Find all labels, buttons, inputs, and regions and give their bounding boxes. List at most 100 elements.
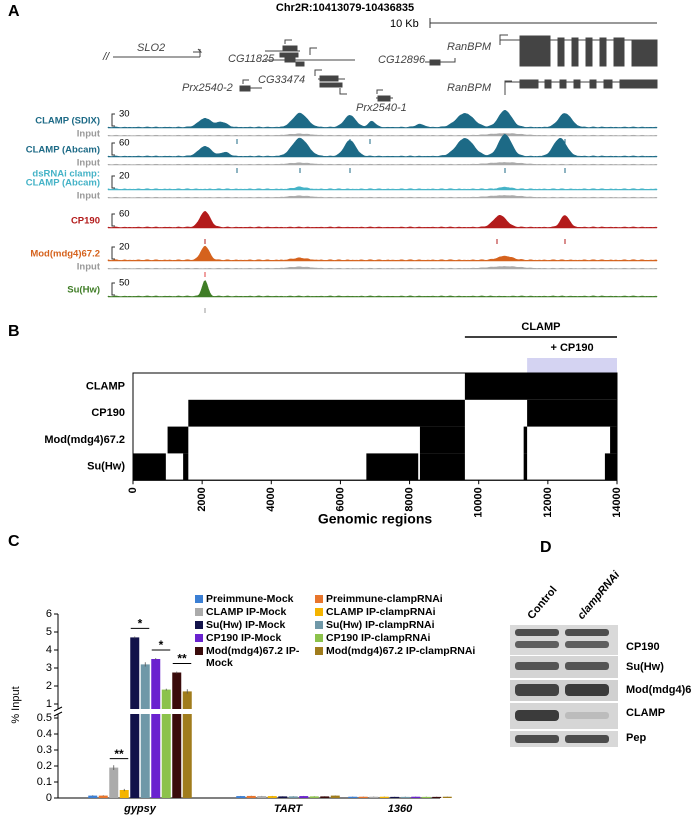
band-label: CP190 [626,641,660,653]
x-tick-label: 0 [127,487,139,493]
gene-label: CG33474 [258,74,305,86]
x-tick-label: 8000 [403,487,415,511]
x-tick-label: TART [274,803,304,815]
row-label: Mod(mdg4)67.2 [44,434,125,446]
x-tick-label: 4000 [265,487,277,511]
legend-label: CLAMP IP-clampRNAi [326,606,436,618]
gene-label: Prx2540-2 [182,82,233,94]
track-scale: 60 [119,209,130,220]
lane-label: Control [525,584,559,622]
segment [604,453,617,481]
gene-label: CG11825 [228,53,275,65]
track-bracket [111,282,115,296]
y-tick-label: 4 [46,644,52,656]
track-signal [107,211,658,229]
svg-text://: // [102,51,110,63]
bar [330,795,340,798]
track-bracket [111,246,115,260]
x-tick-label: 14000 [611,487,623,518]
track-label: CLAMP (SDIX) [35,116,100,127]
track-signal [107,110,658,129]
segment [419,426,465,454]
bar [379,796,389,798]
western-blot [510,625,618,747]
x-tick-label: 1360 [388,803,413,815]
track-signal [107,186,658,191]
scale-bar-label: 10 Kb [390,18,419,30]
scale-bar [429,18,657,28]
y-tick-label: 0.2 [37,760,52,772]
bar [236,796,246,798]
bar [299,796,309,798]
x-tick-label: gypsy [123,803,157,815]
track-label: CLAMP (Abcam) [26,145,100,156]
legend-item: Mod(mdg4)67.2 IP-Mock [195,645,315,669]
y-tick-label: 0.4 [37,728,52,740]
bar [172,672,182,798]
significance-label: * [159,638,164,652]
x-tick-label: 12000 [542,487,554,518]
track-signal [107,245,658,262]
input-label: Input [77,262,101,273]
segment [464,373,617,400]
track-label: CP190 [71,216,100,227]
legend-swatch [315,634,323,642]
segment [133,453,166,481]
y-tick-label: 2 [46,680,52,692]
segment [167,426,189,454]
legend-label: Mod(mdg4)67.2 IP-Mock [206,645,300,669]
legend-label: Preimmune-Mock [206,593,294,605]
legend-item: Preimmune-Mock [195,593,315,605]
band-label: Mod(mdg4)67.2 [626,684,691,696]
gene-label: CG12896 [378,54,426,66]
legend-swatch [315,608,323,616]
y-tick-label: 0.5 [37,712,52,724]
group-label: + CP190 [550,342,593,354]
segment [523,426,528,454]
track-label: Mod(mdg4)67.2 [30,249,100,260]
row-label: CP190 [91,407,125,419]
group-bar [527,358,617,373]
panel-label: C [8,533,20,550]
track-signal [107,280,658,298]
input-label: Input [77,191,101,202]
y-tick-label: 0.1 [37,776,52,788]
band-label: Pep [626,732,646,744]
y-tick-label: 0.3 [37,744,52,756]
legend-label: Mod(mdg4)67.2 IP-clampRNAi [326,645,476,657]
lane-label: clampRNAi [575,568,623,621]
segment [523,453,528,481]
legend-item: CP190 IP-Mock [195,632,315,644]
legend-item: CLAMP IP-Mock [195,606,315,618]
track-scale: 20 [119,242,130,253]
legend-swatch [195,621,203,629]
input-label: Input [77,129,101,140]
legend-item: CP190 IP-clampRNAi [315,632,483,644]
bar [358,796,368,798]
bar [119,790,129,798]
legend-label: Su(Hw) IP-Mock [206,619,286,631]
row-label: CLAMP [86,380,125,392]
y-tick-label: 1 [46,698,52,710]
input-signal [107,266,658,270]
track-signal [107,134,658,158]
segment [610,426,617,454]
track-bracket [111,213,115,227]
bar [288,796,298,798]
bar [182,691,192,798]
segment [419,453,465,481]
gene-label: RanBPM [447,82,492,94]
legend-label: Preimmune-clampRNAi [326,593,443,605]
x-tick-label: 2000 [196,487,208,511]
track-bracket [111,175,115,189]
x-tick-label: 10000 [473,487,485,518]
legend-swatch [195,634,203,642]
significance-label: ** [177,652,187,666]
x-axis-title: Genomic regions [318,511,433,527]
track-scale: 60 [119,138,130,149]
track-bracket [111,113,115,127]
legend-item: Preimmune-clampRNAi [315,593,483,605]
bar [88,795,98,798]
track-label: CLAMP (Abcam) [26,178,100,189]
